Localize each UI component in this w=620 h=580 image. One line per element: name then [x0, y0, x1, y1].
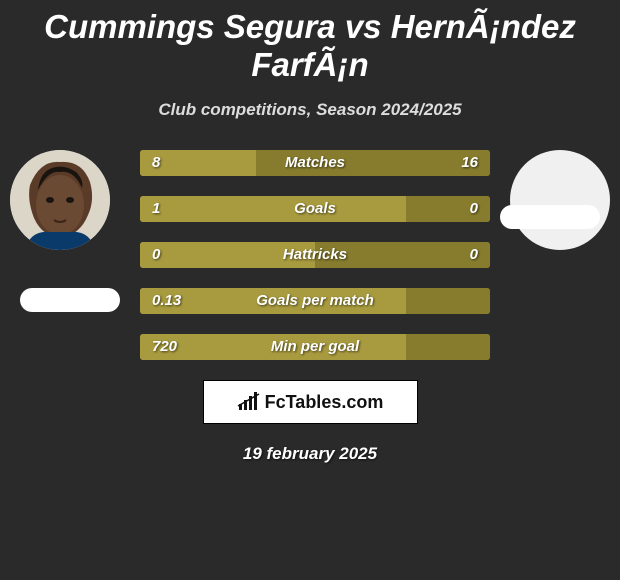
date-label: 19 february 2025: [0, 444, 620, 464]
player-left-avatar: [10, 150, 110, 250]
bar-chart-icon: [237, 392, 261, 412]
stat-row: 720Min per goal: [140, 334, 490, 360]
stat-label: Goals: [140, 196, 490, 222]
avatar-placeholder-icon: [10, 150, 110, 250]
player-right-name-pill: [500, 205, 600, 229]
logo-text: FcTables.com: [265, 392, 384, 413]
stat-row: 0.13Goals per match: [140, 288, 490, 314]
stat-label: Matches: [140, 150, 490, 176]
stat-value-right: 0: [470, 242, 478, 268]
subtitle: Club competitions, Season 2024/2025: [0, 100, 620, 120]
player-left-name-pill: [20, 288, 120, 312]
stat-value-right: 0: [470, 196, 478, 222]
stats-list: 8Matches161Goals00Hattricks00.13Goals pe…: [140, 150, 490, 360]
stat-row: 1Goals0: [140, 196, 490, 222]
comparison-panel: 8Matches161Goals00Hattricks00.13Goals pe…: [0, 150, 620, 464]
stat-row: 8Matches16: [140, 150, 490, 176]
stat-label: Min per goal: [140, 334, 490, 360]
stat-label: Goals per match: [140, 288, 490, 314]
player-right-avatar: [510, 150, 610, 250]
stat-row: 0Hattricks0: [140, 242, 490, 268]
stat-value-right: 16: [461, 150, 478, 176]
fctables-logo[interactable]: FcTables.com: [203, 380, 418, 424]
page-title: Cummings Segura vs HernÃ¡ndez FarfÃ¡n: [0, 0, 620, 84]
stat-label: Hattricks: [140, 242, 490, 268]
